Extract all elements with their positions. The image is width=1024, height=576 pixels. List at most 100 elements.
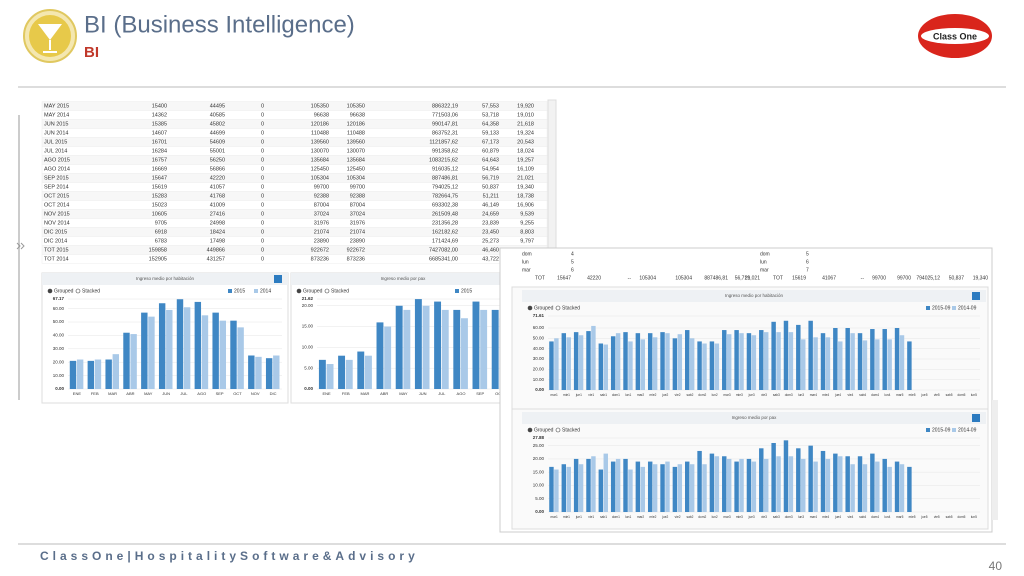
x-tick-label: lun2 xyxy=(712,515,718,519)
bar xyxy=(615,458,621,512)
bar xyxy=(573,332,579,390)
bar xyxy=(615,333,621,390)
table-cell: 20,543 xyxy=(517,139,534,145)
panel-cell: TOT xyxy=(535,275,545,281)
panel-cell: 105304 xyxy=(675,275,692,281)
radio xyxy=(555,427,561,433)
legend-swatch xyxy=(228,289,232,293)
panel-cell: TOT xyxy=(773,275,783,281)
table-cell: 9,255 xyxy=(520,220,534,226)
bar xyxy=(764,458,769,512)
table-cell: 231356,28 xyxy=(432,220,458,226)
bar xyxy=(882,458,887,512)
x-tick-label: mar5 xyxy=(896,515,903,519)
panel-cell: 21,021 xyxy=(745,275,761,281)
radio-label: Grouped xyxy=(534,305,554,311)
table-cell: 46,460 xyxy=(482,247,499,253)
bar xyxy=(672,466,678,512)
x-tick-label: lun1 xyxy=(625,393,631,397)
table-cell: 125450 xyxy=(347,166,365,172)
table-cell: 24,659 xyxy=(482,211,499,217)
bar xyxy=(94,359,102,389)
panel-cell: mar xyxy=(760,267,769,273)
legend-label: 2015 xyxy=(234,288,245,294)
table-cell: 56,719 xyxy=(482,175,499,181)
table-cell: 23,839 xyxy=(482,220,499,226)
legend-label: 2014-09 xyxy=(958,305,977,311)
table-row xyxy=(41,101,548,111)
bar xyxy=(850,333,855,390)
x-tick-label: jue2 xyxy=(661,515,668,519)
bar xyxy=(603,344,608,390)
table-cell: 0 xyxy=(261,229,264,235)
y-tick-label: 71.61 xyxy=(533,313,545,318)
x-tick-label: mie4 xyxy=(822,393,829,397)
y-tick-label: 10.00 xyxy=(302,345,314,350)
legend-swatch xyxy=(952,428,956,432)
table-cell: SEP 2014 xyxy=(44,184,69,190)
table-cell: 105304 xyxy=(347,175,365,181)
x-tick-label: ENE xyxy=(322,391,331,396)
y-tick-label: 0.00 xyxy=(535,509,544,514)
table-cell: 0 xyxy=(261,256,264,262)
table-cell: 53,718 xyxy=(482,112,499,118)
bar xyxy=(894,461,900,512)
x-tick-label: vie3 xyxy=(761,515,767,519)
legend-label: 2015 xyxy=(461,288,472,294)
table-cell: 19,010 xyxy=(517,112,534,118)
table-cell: 922672 xyxy=(311,247,329,253)
bar xyxy=(899,464,905,512)
bar xyxy=(689,464,695,512)
table-row xyxy=(41,164,548,174)
x-tick-label: vie5 xyxy=(934,393,940,397)
y-tick-label: 0.00 xyxy=(535,387,544,392)
radio-label: Grouped xyxy=(54,288,74,294)
table-cell: JUL 2014 xyxy=(44,148,67,154)
x-tick-label: jue5 xyxy=(920,393,927,397)
bar xyxy=(357,351,365,389)
bar xyxy=(219,320,227,389)
bar xyxy=(635,333,641,390)
bar xyxy=(201,315,209,389)
x-tick-label: MAR xyxy=(361,391,370,396)
x-tick-label: vie2 xyxy=(675,515,681,519)
x-tick-label: ABR xyxy=(126,391,134,396)
bar xyxy=(850,464,855,512)
table-cell: 92388 xyxy=(314,193,329,199)
y-tick-label: 60.00 xyxy=(53,306,65,311)
title: BI (Business Intelligence) xyxy=(84,11,355,38)
table-cell: 922672 xyxy=(347,247,365,253)
table-cell: 794025,12 xyxy=(432,184,458,190)
x-tick-label: vie4 xyxy=(847,393,853,397)
x-tick-label: lun5 xyxy=(971,393,977,397)
y-tick-label: 40.00 xyxy=(53,333,65,338)
x-tick-label: dom2 xyxy=(698,393,706,397)
table-cell: 0 xyxy=(261,139,264,145)
logo xyxy=(23,9,77,63)
bar xyxy=(862,340,868,390)
bar xyxy=(87,360,95,389)
table-cell: 23890 xyxy=(350,238,365,244)
table-cell: 54609 xyxy=(210,139,225,145)
table-cell: 0 xyxy=(261,148,264,154)
x-tick-label: lun4 xyxy=(884,393,890,397)
table-cell: 96638 xyxy=(314,112,329,118)
panel-cell: 5 xyxy=(571,259,574,265)
radio xyxy=(324,288,330,294)
x-tick-label: JUN xyxy=(419,391,427,396)
table-cell: 0 xyxy=(261,166,264,172)
bar xyxy=(603,453,608,512)
bar xyxy=(808,320,813,390)
bar xyxy=(857,456,863,512)
table-cell: 17498 xyxy=(210,238,225,244)
radio-label: Grouped xyxy=(534,427,554,433)
x-tick-label: dom5 xyxy=(957,393,965,397)
y-tick-label: 10.00 xyxy=(533,377,545,382)
y-tick-label: 10.00 xyxy=(533,483,545,488)
table-cell: 19,324 xyxy=(517,130,534,136)
table-cell: 0 xyxy=(261,157,264,163)
bar xyxy=(123,332,130,389)
bar xyxy=(623,458,628,512)
header-rule xyxy=(18,86,1006,88)
table-cell: 771503,06 xyxy=(432,112,458,118)
